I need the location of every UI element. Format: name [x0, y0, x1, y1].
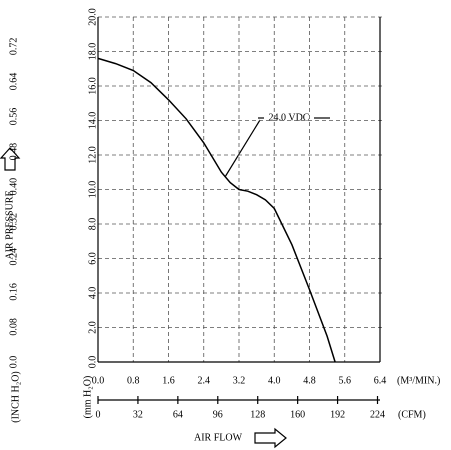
y-unit: (mm H₂O) [82, 376, 93, 419]
x2-unit: (CFM) [398, 409, 426, 420]
y2-tick-label: 0.64 [8, 73, 19, 91]
x2-tick-label: 32 [133, 409, 143, 420]
y-tick-label: 12.0 [87, 146, 98, 164]
x-tick-label: 0.0 [92, 375, 105, 386]
x-tick-label: 4.8 [303, 375, 316, 386]
y2-tick-label: 0.48 [8, 143, 19, 161]
x2-tick-label: 160 [290, 409, 305, 420]
up-arrow [0, 147, 21, 171]
annotation-leader [224, 119, 261, 178]
annotation: 24.0 VDC [269, 112, 310, 123]
curve [97, 57, 336, 363]
x2-tick-label: 192 [330, 409, 345, 420]
x-tick-label: 3.2 [233, 375, 246, 386]
y2-tick-label: 0.24 [8, 248, 19, 266]
x-unit: (M³/MIN.) [397, 375, 440, 386]
x-tick-label: 2.4 [198, 375, 211, 386]
y2-tick-label: 0.32 [8, 213, 19, 231]
x2-tick-label: 96 [213, 409, 223, 420]
right-arrow [254, 427, 287, 449]
y2-tick-label: 0.56 [8, 108, 19, 126]
y-tick-label: 10.0 [87, 181, 98, 199]
x2-tick-label: 0 [96, 409, 101, 420]
y2-tick-label: 0.72 [8, 38, 19, 56]
y-tick-label: 4.0 [87, 287, 98, 300]
x2-tick-label: 128 [250, 409, 265, 420]
y2-tick-label: 0.08 [8, 318, 19, 336]
y2-tick-label: 0.40 [8, 178, 19, 196]
x-tick-label: 1.6 [162, 375, 175, 386]
x2-tick-label: 64 [173, 409, 183, 420]
x-axis-title: AIR FLOW [194, 432, 243, 443]
x-tick-label: 6.4 [374, 375, 387, 386]
y2-tick-label: 0.0 [8, 356, 19, 369]
y-tick-label: 18.0 [87, 43, 98, 61]
x2-tick-label: 224 [370, 409, 385, 420]
y-tick-label: 2.0 [87, 321, 98, 334]
y-tick-label: 20.0 [87, 8, 98, 26]
y-tick-label: 16.0 [87, 77, 98, 95]
y-axis-title: AIR PRESSURE [4, 190, 15, 259]
y2-unit: (INCH H₂O) [10, 371, 21, 423]
y-tick-label: 6.0 [87, 252, 98, 265]
y-tick-label: 8.0 [87, 218, 98, 231]
y-tick-label: 14.0 [87, 112, 98, 130]
y-tick-label: 0.0 [87, 356, 98, 369]
x-tick-label: 5.6 [339, 375, 352, 386]
y2-tick-label: 0.16 [8, 283, 19, 301]
x-tick-label: 4.0 [268, 375, 281, 386]
x-tick-label: 0.8 [127, 375, 140, 386]
